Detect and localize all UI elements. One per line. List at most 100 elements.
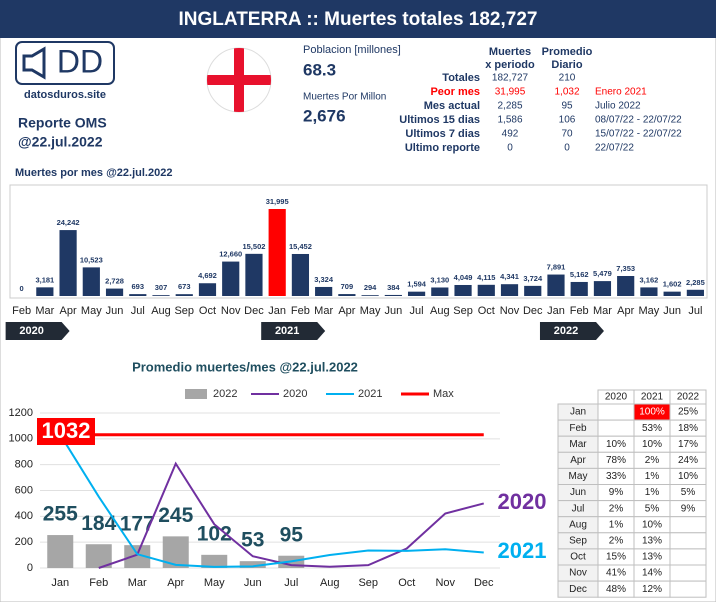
bar <box>477 284 495 296</box>
bar-value-label: 31,995 <box>266 197 289 206</box>
stats-cell: 1,586 <box>497 115 522 126</box>
x-tick-label: Jan <box>51 577 69 589</box>
stats-row-label: Totales <box>442 72 480 84</box>
table-value: 10% <box>606 439 626 450</box>
legend-swatch <box>185 389 207 399</box>
year-tag <box>5 322 70 340</box>
stats-cell: 70 <box>561 129 573 140</box>
bar <box>105 288 124 296</box>
logo-icon <box>22 46 46 80</box>
population-value: 68.3 <box>303 60 336 79</box>
x-tick-label: Feb <box>570 305 589 317</box>
bar-value-label: 4,692 <box>198 271 217 280</box>
y-tick-label: 1200 <box>9 407 33 419</box>
table-row-label: Oct <box>570 552 586 563</box>
bar-value-label: 102 <box>197 522 232 545</box>
bar-value-label: 1,602 <box>663 280 682 289</box>
bar-value-label: 5,479 <box>593 269 612 278</box>
bar-value-label: 15,502 <box>242 242 265 251</box>
logo-site: datosduros.site <box>24 89 106 101</box>
bar-value-label: 7,891 <box>547 263 566 272</box>
table-value: 9% <box>609 487 624 498</box>
x-tick-label: Sep <box>174 305 194 317</box>
x-tick-label: Jun <box>663 305 681 317</box>
bar <box>500 284 519 296</box>
bar <box>59 230 77 296</box>
table-cell <box>669 548 707 566</box>
table-value: 25% <box>678 407 698 418</box>
x-tick-label: Oct <box>199 305 216 317</box>
table-value: 48% <box>606 584 626 595</box>
stats-cell: 15/07/22 - 22/07/22 <box>595 129 682 140</box>
year-tag <box>539 322 604 340</box>
x-tick-label: Apr <box>617 305 634 317</box>
table-cell <box>669 516 707 534</box>
bar-value-label: 2,285 <box>686 278 705 287</box>
table-value: 100% <box>639 407 665 418</box>
table-value: 41% <box>606 568 626 579</box>
bar-value-label: 10,523 <box>80 255 103 264</box>
x-tick-label: Jul <box>410 305 424 317</box>
x-tick-label: Oct <box>478 305 495 317</box>
bar-value-label: 673 <box>178 282 191 291</box>
bar-value-label: 3,162 <box>640 275 659 284</box>
x-tick-label: Mar <box>314 305 333 317</box>
bar-value-label: 1,594 <box>407 280 427 289</box>
bar <box>201 554 228 568</box>
table-value: 2% <box>609 503 624 514</box>
bar-value-label: 24,242 <box>57 218 80 227</box>
x-tick-label: Feb <box>291 305 310 317</box>
x-tick-label: May <box>81 305 102 317</box>
table-value: 17% <box>678 439 698 450</box>
bar-value-label: 184 <box>81 512 116 535</box>
stats-cell: 0 <box>507 143 513 154</box>
stats-header: Promedio <box>542 46 593 58</box>
x-tick-label: Apr <box>167 577 184 589</box>
stats-cell: 106 <box>559 115 576 126</box>
x-tick-label: Jan <box>268 305 286 317</box>
table-header: 2021 <box>641 392 664 403</box>
header-bar <box>0 0 716 38</box>
report-line: Reporte OMS <box>18 115 107 131</box>
series-end-label: 2020 <box>498 489 547 514</box>
x-tick-label: Dec <box>244 305 264 317</box>
x-tick-label: Oct <box>398 577 415 589</box>
bar <box>222 261 240 296</box>
bar-value-label: 12,660 <box>219 250 242 259</box>
bar-value-label: 177 <box>120 513 155 536</box>
stats-cell: 95 <box>561 101 573 112</box>
year-label: 2020 <box>19 325 43 337</box>
table-row-label: May <box>569 471 588 482</box>
table-row-label: Mar <box>569 439 587 450</box>
table-value: 1% <box>645 487 660 498</box>
table-row-label: Jul <box>572 503 585 514</box>
line <box>59 434 484 568</box>
year-tag <box>261 322 326 340</box>
table-value: 10% <box>642 439 662 450</box>
x-tick-label: May <box>360 305 381 317</box>
bar-value-label: 4,049 <box>454 273 473 282</box>
table-cell <box>669 532 707 550</box>
x-tick-label: Feb <box>12 305 31 317</box>
stats-cell: 492 <box>502 129 519 140</box>
stats-cell: 2,285 <box>497 101 522 112</box>
table-value: 5% <box>681 487 696 498</box>
table-row-label: Sep <box>569 535 587 546</box>
bar <box>454 284 472 296</box>
bar-value-label: 307 <box>155 283 168 292</box>
bar-value-label: 5,162 <box>570 270 589 279</box>
bar-value-label: 95 <box>280 523 304 546</box>
x-tick-label: Jul <box>688 305 702 317</box>
bar-value-label: 53 <box>241 529 264 552</box>
max-label-box <box>37 418 95 445</box>
population-label: Poblacion [millones] <box>303 44 401 56</box>
bar <box>686 289 704 296</box>
year-label: 2022 <box>554 325 578 337</box>
bar <box>239 561 266 568</box>
bar-value-label: 693 <box>132 282 145 291</box>
bar-value-label: 255 <box>43 503 78 526</box>
y-tick-label: 200 <box>15 536 33 548</box>
bar <box>640 287 658 296</box>
legend-label: 2021 <box>358 388 382 400</box>
